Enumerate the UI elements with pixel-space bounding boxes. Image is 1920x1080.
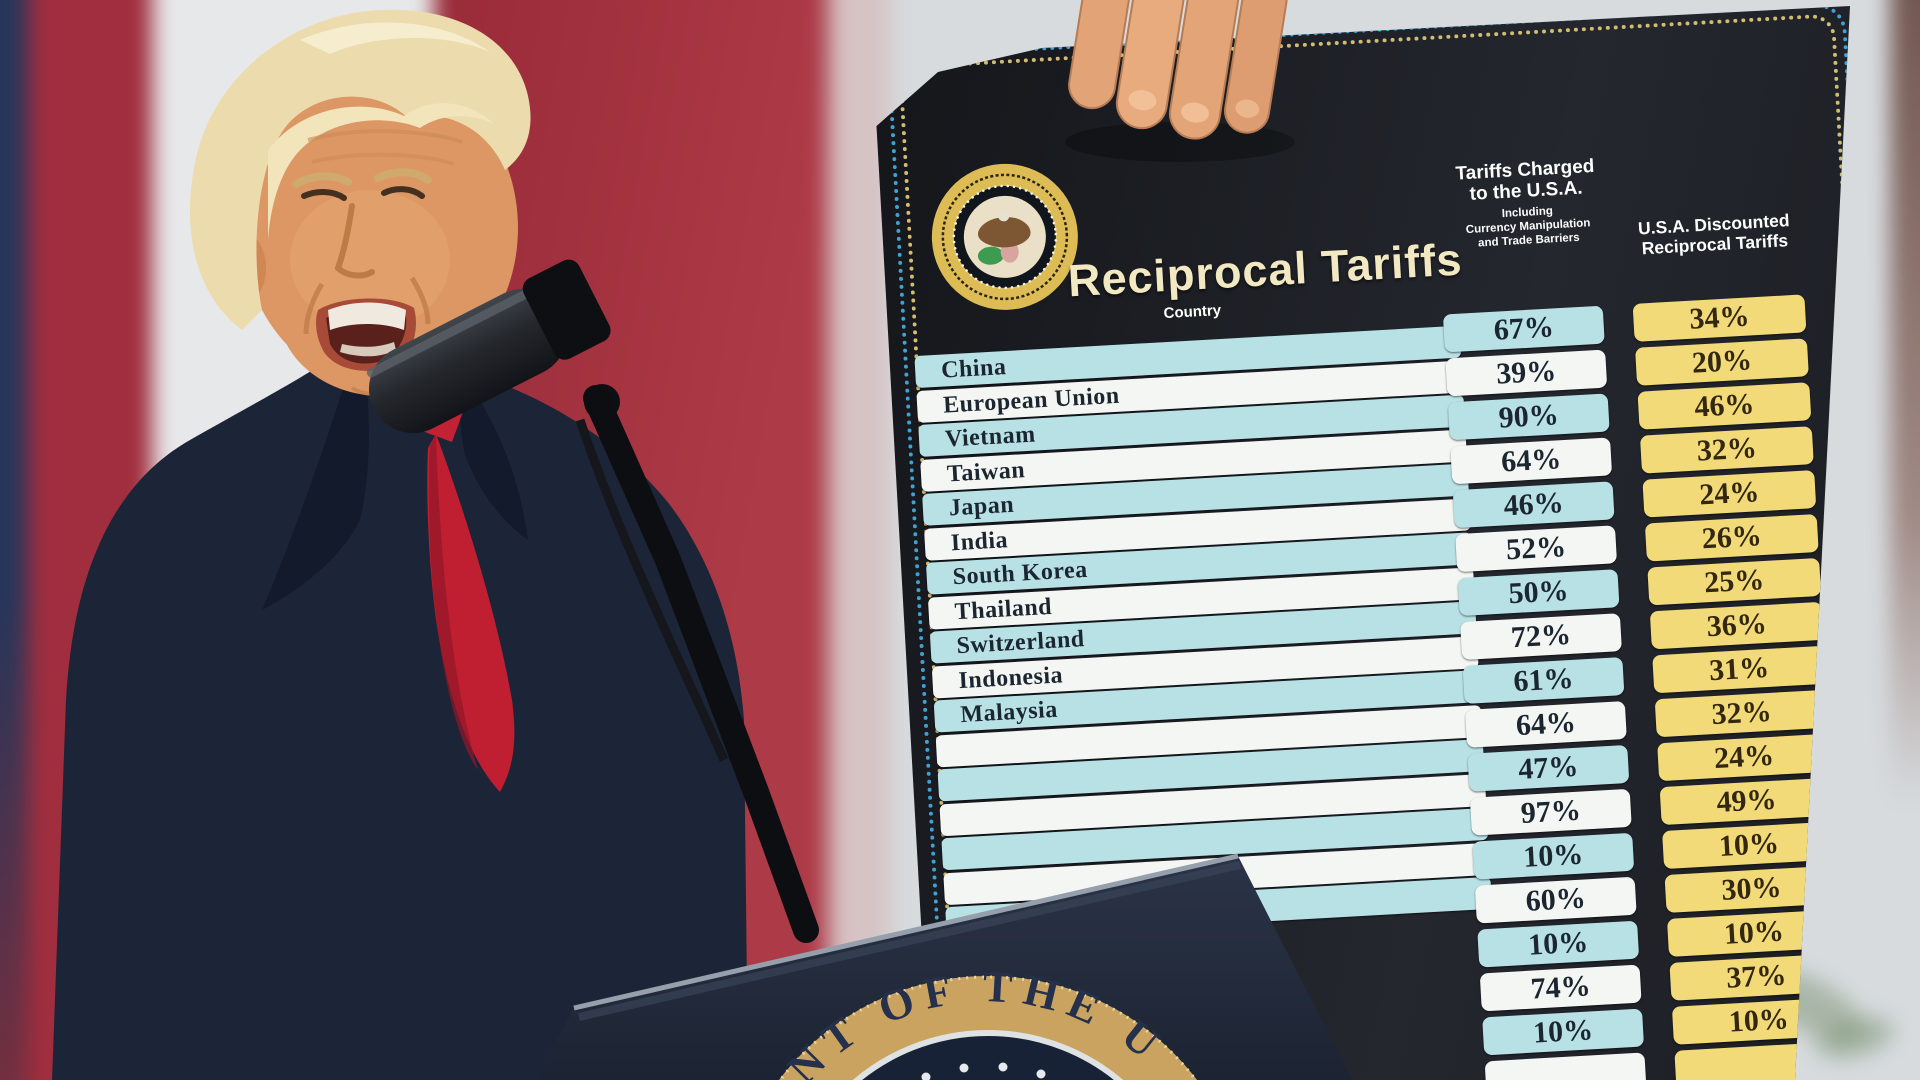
mic-cable <box>575 418 729 762</box>
microphone-highlight <box>366 284 540 378</box>
cheek-highlight <box>290 190 450 330</box>
eye-right <box>381 186 425 199</box>
smile-fold <box>303 282 325 335</box>
podium-top-edge-shadow <box>578 861 1241 1021</box>
podium-seal-white-ring <box>780 1030 1196 1080</box>
nose <box>334 203 375 279</box>
podium-front <box>536 856 1352 1080</box>
fingertip-highlight <box>1128 90 1157 111</box>
finger-shadow <box>1065 122 1295 162</box>
eyebrow-left <box>292 172 352 188</box>
microphone-clamp <box>522 259 611 360</box>
suit-lapel-left <box>262 360 369 610</box>
podium-seal-gold-ring <box>726 976 1250 1080</box>
finger <box>1115 0 1187 130</box>
finger <box>1168 0 1241 140</box>
finger <box>1068 0 1133 110</box>
teeth-lower <box>340 342 396 357</box>
hair <box>189 9 531 330</box>
teeth-upper <box>328 302 406 330</box>
forehead-crease <box>311 152 455 166</box>
suit-jacket <box>52 352 748 1080</box>
fingertip-highlight <box>1181 102 1210 123</box>
microphone-head <box>368 288 568 434</box>
mic-boom-arm <box>583 385 819 943</box>
presidential-seal-icon <box>931 163 1078 310</box>
fingertip-highlight <box>1235 99 1260 118</box>
microphone <box>366 259 611 434</box>
tie-shadow <box>428 434 478 770</box>
eye-left <box>301 189 347 201</box>
hair-highlight <box>300 22 490 54</box>
background-pole <box>1890 0 1920 1080</box>
forehead-crease <box>307 129 463 144</box>
tariff-board: Reciprocal Tariffs Tariffs Charged to th… <box>872 6 1850 1080</box>
hair-swoop <box>268 103 494 241</box>
eyebrow-right <box>374 168 432 184</box>
smile-fold <box>409 276 431 325</box>
podium-top-edge <box>573 853 1239 1011</box>
tie-blade <box>427 434 515 792</box>
podium-seal-stars <box>921 1062 1046 1080</box>
finger <box>1224 0 1288 134</box>
suit-lapel-right <box>460 385 528 540</box>
